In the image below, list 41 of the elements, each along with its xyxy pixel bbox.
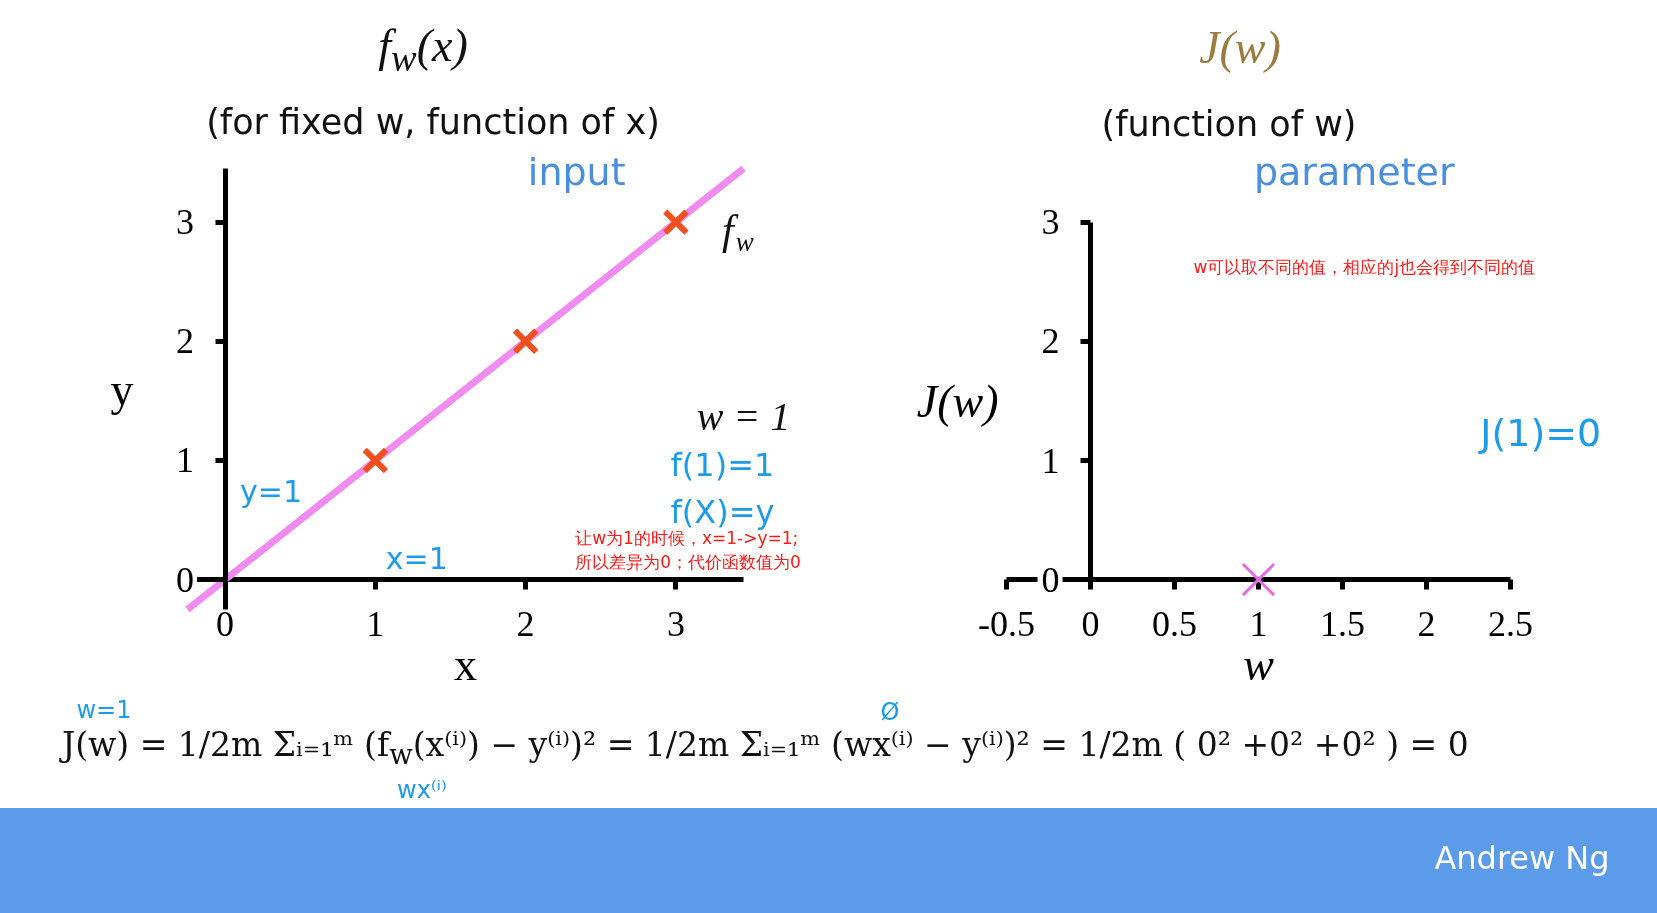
annotation: J(1)=0: [1478, 411, 1602, 456]
y-tick-label: 3: [1041, 202, 1060, 243]
text: Andrew Ng: [1434, 838, 1610, 878]
y-tick-label: 3: [176, 202, 195, 243]
x-tick-label: 2: [516, 603, 535, 644]
text: w=1: [76, 695, 132, 725]
point: [662, 208, 690, 236]
chart-title: f$_{w}$(x): [378, 18, 468, 82]
y-tick-label: 2: [1041, 321, 1060, 362]
y-axis-title: y: [110, 363, 134, 415]
y-axis-title: J(w): [916, 375, 999, 427]
text: wx⁽ⁱ⁾: [397, 775, 447, 805]
y-tick-label: 2: [176, 321, 195, 362]
y-tick-label: 1: [1041, 440, 1060, 481]
x-tick-label: 2.5: [1488, 603, 1533, 644]
text: Ø: [880, 697, 900, 727]
point: [361, 446, 389, 475]
chart-subtitle: (function of w): [1101, 103, 1357, 145]
y-tick-label: 0: [176, 559, 195, 600]
x-tick-label: 1: [366, 603, 385, 644]
x-axis-title: x: [454, 638, 477, 690]
y-tick-label: 0: [1041, 559, 1060, 600]
x-tick-label: 0: [1081, 603, 1100, 644]
text: parameter: [1253, 150, 1455, 195]
x-tick-label: 0.5: [1152, 603, 1197, 644]
annotation: f(X)=y: [670, 492, 775, 531]
annotation: y=1: [240, 473, 303, 509]
x-tick-label: 3: [666, 603, 685, 644]
annotation: x=1: [385, 540, 448, 576]
annotation: w = 1: [696, 393, 791, 439]
x-tick-label: 1.5: [1320, 603, 1365, 644]
annotation: input: [527, 150, 626, 195]
chart-title: J(w): [1199, 21, 1281, 76]
x-tick-label: -0.5: [978, 603, 1036, 644]
point: [512, 327, 540, 355]
annotation: f(1)=1: [670, 446, 775, 485]
annotation: w可以取不同的值，相应的j也会得到不同的值: [1193, 256, 1536, 277]
y-tick-label: 1: [176, 440, 195, 481]
x-tick-label: 2: [1417, 603, 1436, 644]
x-tick-label: 0: [216, 603, 235, 644]
chart-subtitle: (for fixed w, function of x): [206, 101, 660, 143]
